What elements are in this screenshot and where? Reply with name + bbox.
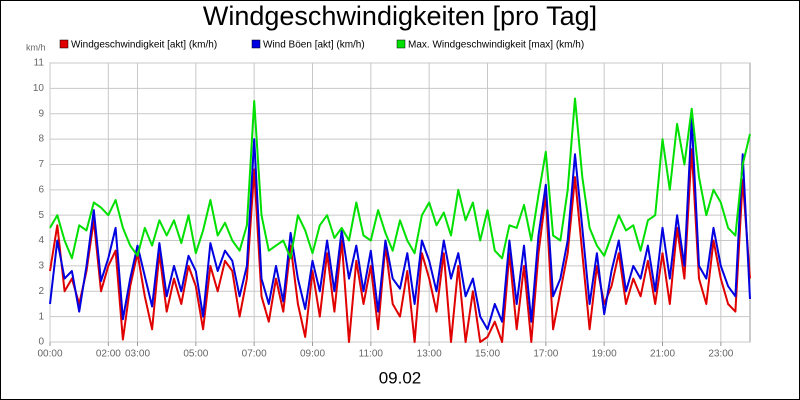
series-line: [49, 148, 751, 343]
x-tick-label: 03:00: [125, 349, 150, 360]
y-tick-label: 5: [38, 210, 44, 221]
x-tick-label: 11:00: [359, 349, 384, 360]
series-line: [49, 97, 751, 260]
y-tick-label: 2: [38, 286, 44, 297]
x-tick-label: 00:00: [37, 349, 62, 360]
chart-title: Windgeschwindigkeiten [pro Tag]: [203, 1, 597, 31]
series-line: [49, 117, 751, 331]
legend-swatch: [396, 39, 406, 49]
x-axis-label: 09.02: [379, 368, 422, 387]
y-tick-label: 1: [38, 311, 44, 322]
legend-swatch: [59, 39, 69, 49]
x-tick-label: 13:00: [417, 349, 442, 360]
x-tick-label: 05:00: [183, 349, 208, 360]
y-tick-label: 7: [38, 159, 44, 170]
legend-label: Wind Böen [akt] (km/h): [263, 40, 365, 51]
x-tick-label: 02:00: [96, 349, 121, 360]
legend-swatch: [251, 39, 261, 49]
legend-label: Windgeschwindigkeit [akt] (km/h): [71, 40, 217, 51]
y-tick-label: 3: [38, 261, 44, 272]
legend-label: Max. Windgeschwindigkeit [max] (km/h): [408, 40, 584, 51]
x-tick-label: 09:00: [300, 349, 325, 360]
x-tick-label: 17:00: [533, 349, 558, 360]
x-tick-label: 07:00: [242, 349, 267, 360]
y-tick-label: 9: [38, 108, 44, 119]
x-tick-label: 19:00: [592, 349, 617, 360]
x-tick-label: 23:00: [708, 349, 733, 360]
y-tick-label: 8: [38, 134, 44, 145]
y-tick-label: 6: [38, 184, 44, 195]
y-tick-label: 10: [33, 83, 45, 94]
legend: Windgeschwindigkeit [akt] (km/h) Wind Böe…: [59, 39, 584, 51]
x-tick-label: 15:00: [475, 349, 500, 360]
y-tick-label: 0: [38, 337, 44, 348]
y-tick-label: 11: [34, 58, 45, 69]
x-tick-label: 21:00: [650, 349, 675, 360]
y-unit: km/h: [26, 42, 46, 52]
y-tick-label: 4: [38, 235, 44, 246]
